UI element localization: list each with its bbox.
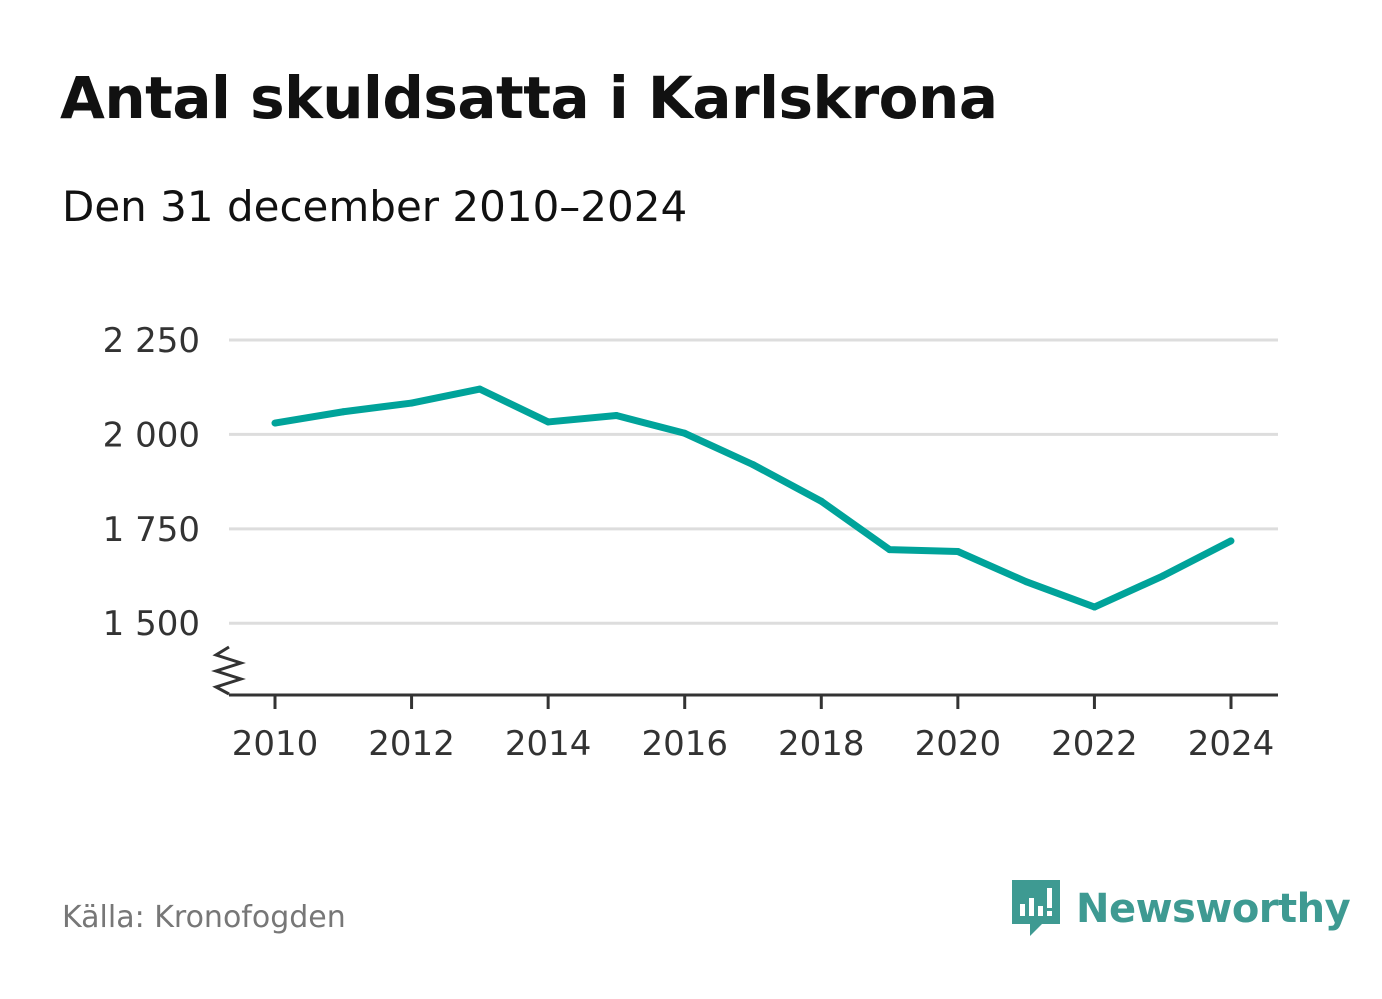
x-axis [211,645,1278,697]
data-point [612,412,620,420]
chart-subtitle: Den 31 december 2010–2024 [62,182,688,231]
data-point [408,399,416,407]
data-point [886,546,894,554]
x-tick-label: 2020 [915,724,1002,764]
data-point [339,408,347,416]
x-tick-label: 2012 [368,724,455,764]
data-point [1227,537,1235,545]
data-point [681,429,689,437]
series-line [274,385,1233,611]
data-point [544,418,552,426]
brand-name: Newsworthy [1076,886,1351,932]
x-tick-label: 2018 [778,724,865,764]
x-axis-ticks: 2010 2012 2014 2016 2018 2020 2022 2024 [232,695,1275,764]
chart-title: Antal skuldsatta i Karlskrona [60,64,998,132]
x-tick-label: 2014 [505,724,592,764]
series [271,385,1235,611]
x-tick-label: 2024 [1188,724,1275,764]
y-tick-label: 2 250 [103,321,200,361]
y-tick-label: 1 750 [103,510,200,550]
y-tick-label: 1 500 [103,604,200,644]
y-axis-ticks: 1 500 1 750 2 000 2 250 [103,321,200,644]
x-tick-label: 2010 [232,724,319,764]
x-tick-label: 2016 [641,724,728,764]
source-note: Källa: Kronofogden [62,900,346,935]
data-point [1159,572,1167,580]
data-point [271,419,279,427]
axis-break-icon [211,645,246,696]
data-point [954,547,962,555]
newsworthy-logo-icon [1012,880,1060,936]
data-point [1022,578,1030,586]
data-point [817,497,825,505]
data-point [476,385,484,393]
gridlines [229,338,1278,625]
brand-logo: Newsworthy [1010,878,1351,940]
y-tick-label: 2 000 [103,415,200,455]
data-point [749,461,757,469]
data-point [1090,603,1098,611]
x-tick-label: 2022 [1051,724,1138,764]
